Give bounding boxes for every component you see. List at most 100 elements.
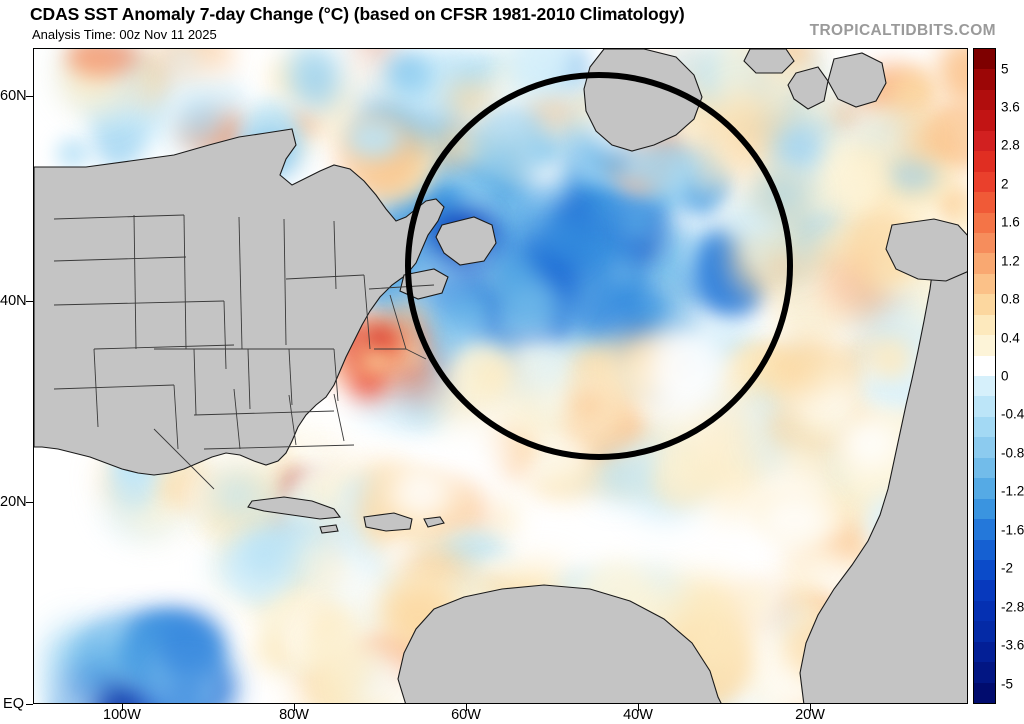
anomaly-blob xyxy=(165,671,209,703)
political-border xyxy=(405,348,427,360)
x-axis-label: 20W xyxy=(795,707,825,723)
watermark-label: TROPICALTIDBITS.COM xyxy=(809,22,996,39)
political-border xyxy=(53,300,225,306)
colorbar-segment xyxy=(974,396,995,417)
analysis-time-label: Analysis Time: 00z Nov 11 2025 xyxy=(32,27,217,42)
political-border xyxy=(173,384,179,450)
landmass-great-britain xyxy=(827,52,887,108)
landmass-hispaniola xyxy=(363,512,413,532)
y-axis-tick xyxy=(26,502,33,503)
colorbar-segment xyxy=(974,355,995,376)
colorbar-tick-label: 1.2 xyxy=(1001,253,1020,269)
political-border xyxy=(363,274,371,350)
x-axis-tick xyxy=(466,704,467,711)
landmass-ireland xyxy=(787,66,829,110)
anomaly-blob xyxy=(153,613,224,680)
political-border xyxy=(233,388,241,450)
colorbar-segment xyxy=(974,335,995,356)
political-border xyxy=(153,428,215,490)
political-border xyxy=(333,348,339,402)
coastlines-overlay xyxy=(34,49,967,703)
political-border xyxy=(53,384,175,390)
colorbar-tick-label: -1.6 xyxy=(1001,522,1024,538)
political-border xyxy=(93,344,235,350)
colorbar-segment xyxy=(974,171,995,193)
anomaly-blob xyxy=(870,338,912,380)
colorbar-segment xyxy=(974,416,995,438)
colorbar-segment xyxy=(974,49,995,70)
x-axis-tick xyxy=(122,704,123,711)
colorbar-segment xyxy=(974,89,995,111)
political-border xyxy=(183,214,187,350)
colorbar-segment xyxy=(974,437,995,458)
colorbar-segment xyxy=(974,130,995,152)
political-border xyxy=(333,220,337,290)
y-axis-label: 40N xyxy=(0,293,27,309)
colorbar-segment xyxy=(974,192,995,213)
x-axis-label: 60W xyxy=(451,707,481,723)
colorbar-tick-label: -2.8 xyxy=(1001,599,1024,615)
colorbar-segment xyxy=(974,253,995,274)
x-axis-tick xyxy=(810,704,811,711)
political-border xyxy=(133,214,137,350)
anomaly-blob xyxy=(390,58,421,79)
landmass-puerto-rico xyxy=(423,516,445,528)
x-axis-tick xyxy=(638,704,639,711)
anomaly-blob xyxy=(847,115,918,155)
political-border xyxy=(223,300,227,370)
x-axis-tick xyxy=(294,704,295,711)
colorbar-tick-label: -2 xyxy=(1001,560,1014,576)
colorbar-tick-label: -0.8 xyxy=(1001,445,1024,461)
x-axis-label: 40W xyxy=(623,707,653,723)
colorbar xyxy=(973,48,996,704)
colorbar-segment xyxy=(974,682,995,703)
colorbar-tick-label: 0.8 xyxy=(1001,291,1020,307)
colorbar-segment xyxy=(974,69,995,90)
anomaly-blob xyxy=(771,119,828,175)
y-axis-tick xyxy=(26,301,33,302)
political-border xyxy=(333,393,345,442)
colorbar-tick-label: -1.2 xyxy=(1001,483,1024,499)
colorbar-segment xyxy=(974,294,995,315)
y-axis-tick xyxy=(26,96,33,97)
colorbar-tick-label: 0 xyxy=(1001,368,1009,384)
anomaly-blob xyxy=(385,466,458,521)
map-plot-area[interactable] xyxy=(33,48,968,704)
colorbar-tick-label: 1.6 xyxy=(1001,214,1020,230)
anomaly-blob xyxy=(910,132,945,158)
landmass-cuba xyxy=(247,496,342,520)
anomaly-blob xyxy=(767,456,822,499)
anomaly-blob xyxy=(346,119,402,159)
y-axis-label: 20N xyxy=(0,494,27,510)
colorbar-segment xyxy=(974,478,995,499)
anomaly-blob xyxy=(238,536,291,574)
colorbar-tick-label: 0.4 xyxy=(1001,330,1020,346)
anomaly-blob xyxy=(271,686,305,703)
political-border xyxy=(238,216,243,350)
colorbar-segment xyxy=(974,498,995,520)
political-border xyxy=(283,218,287,346)
anomaly-blob xyxy=(182,109,223,132)
colorbar-segment xyxy=(974,600,995,622)
landmass-africa xyxy=(799,254,967,703)
colorbar-segment xyxy=(974,539,995,560)
colorbar-segment xyxy=(974,110,995,131)
anomaly-blob xyxy=(798,254,843,279)
colorbar-tick-label: -3.6 xyxy=(1001,637,1024,653)
anomaly-blob xyxy=(212,474,262,517)
political-border xyxy=(203,444,355,450)
colorbar-segment xyxy=(974,232,995,254)
anomaly-blob xyxy=(949,198,967,230)
anomaly-blob xyxy=(837,414,902,471)
colorbar-segment xyxy=(974,519,995,540)
anomaly-blob xyxy=(55,137,90,170)
political-border xyxy=(389,294,407,350)
anomaly-blob xyxy=(886,157,938,192)
y-axis-label: EQ xyxy=(3,696,24,712)
anomaly-blob xyxy=(312,614,387,678)
political-border xyxy=(247,348,251,410)
x-axis-label: 100W xyxy=(103,707,141,723)
anomaly-blob xyxy=(540,451,594,502)
colorbar-segment xyxy=(974,314,995,336)
